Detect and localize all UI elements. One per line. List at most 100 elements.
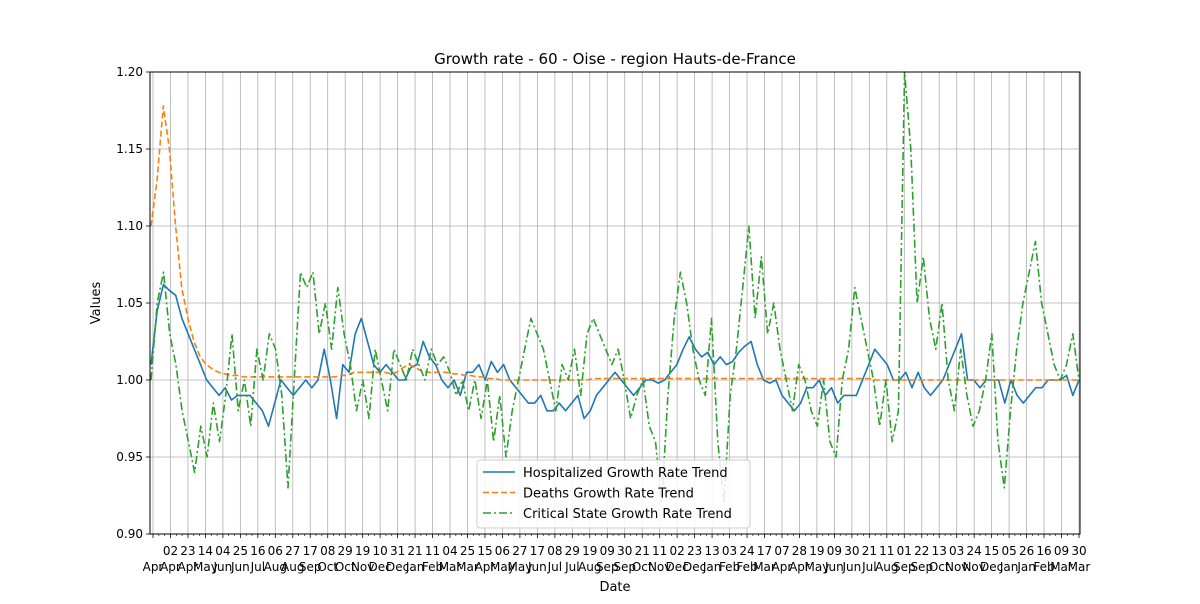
series-line-3 <box>150 71 1080 505</box>
x-tick-day-label: 27 <box>512 544 527 558</box>
x-tick-month-label: Mar <box>1050 560 1073 574</box>
x-tick-day-label: 03 <box>949 544 964 558</box>
y-tick-label: 1.15 <box>116 142 143 156</box>
x-tick-day-label: 02 <box>670 544 685 558</box>
x-tick-day-label: 17 <box>303 544 318 558</box>
x-tick-month-label: Sep <box>613 560 636 574</box>
x-tick-day-label: 25 <box>233 544 248 558</box>
x-tick-month-label: Dec <box>683 560 706 574</box>
series-line-1 <box>150 283 1080 428</box>
y-tick-label: 1.10 <box>116 219 143 233</box>
x-tick-day-label: 04 <box>442 544 457 558</box>
x-tick-day-label: 29 <box>338 544 353 558</box>
y-axis-label: Values <box>89 282 104 325</box>
x-tick-day-label: 11 <box>879 544 894 558</box>
x-tick-month-label: Jun <box>841 560 861 574</box>
x-tick-month-label: Aug <box>578 560 601 574</box>
x-tick-month-label: Dec <box>980 560 1003 574</box>
x-tick-day-label: 11 <box>425 544 440 558</box>
x-tick-day-label: 09 <box>1054 544 1069 558</box>
x-tick-day-label: 29 <box>565 544 580 558</box>
x-tick-month-label: Sep <box>893 560 916 574</box>
x-tick-month-label: Mar <box>1068 560 1091 574</box>
x-tick-month-label: Jan <box>702 560 722 574</box>
y-tick-label: 0.90 <box>116 527 143 541</box>
x-tick-day-label: 30 <box>1071 544 1086 558</box>
x-tick-month-label: Feb <box>736 560 757 574</box>
x-tick-month-label: Aug <box>264 560 287 574</box>
x-tick-month-label: Apr <box>475 560 496 574</box>
x-tick-day-label: 10 <box>372 544 387 558</box>
x-tick-day-label: 08 <box>320 544 335 558</box>
x-tick-month-label: Jan <box>999 560 1019 574</box>
y-tick-label: 0.95 <box>116 450 143 464</box>
x-axis-label: Date <box>599 580 630 595</box>
x-tick-month-label: Jul <box>250 560 265 574</box>
x-tick-month-label: Jul <box>861 560 876 574</box>
x-tick-day-label: 07 <box>774 544 789 558</box>
x-tick-month-label: May <box>490 560 515 574</box>
x-tick-month-label: Feb <box>422 560 443 574</box>
x-tick-day-label: 14 <box>198 544 213 558</box>
legend-label-3: Critical State Growth Rate Trend <box>523 507 732 522</box>
legend-label-1: Hospitalized Growth Rate Trend <box>523 466 728 481</box>
legend-box <box>476 459 751 529</box>
x-tick-month-label: Dec <box>666 560 689 574</box>
x-tick-day-label: 31 <box>390 544 405 558</box>
x-tick-month-label: Apr <box>789 560 810 574</box>
x-tick-month-label: May <box>805 560 830 574</box>
x-tick-month-label: Mar <box>753 560 776 574</box>
x-tick-day-label: 05 <box>1001 544 1016 558</box>
series-line-2 <box>150 105 1079 381</box>
x-tick-month-label: Aug <box>281 560 304 574</box>
x-tick-month-label: Apr <box>160 560 181 574</box>
x-tick-day-label: 06 <box>268 544 283 558</box>
x-tick-month-label: Sep <box>910 560 933 574</box>
x-tick-day-label: 11 <box>652 544 667 558</box>
x-tick-month-label: Dec <box>386 560 409 574</box>
x-tick-month-label: Aug <box>875 560 898 574</box>
x-tick-day-label: 08 <box>547 544 562 558</box>
x-tick-month-label: Feb <box>1033 560 1054 574</box>
x-tick-month-label: Nov <box>962 560 985 574</box>
x-tick-day-label: 19 <box>582 544 597 558</box>
x-tick-day-label: 06 <box>495 544 510 558</box>
x-tick-day-label: 17 <box>757 544 772 558</box>
x-tick-day-label: 17 <box>530 544 545 558</box>
x-tick-month-label: Mar <box>456 560 479 574</box>
x-tick-month-label: Oct <box>929 560 950 574</box>
x-tick-month-label: Sep <box>596 560 619 574</box>
x-tick-month-label: Oct <box>632 560 653 574</box>
x-tick-day-label: 24 <box>967 544 982 558</box>
x-tick-day-label: 30 <box>844 544 859 558</box>
x-tick-month-label: Jul <box>564 560 579 574</box>
x-tick-day-label: 02 <box>163 544 178 558</box>
x-tick-month-label: Jun <box>527 560 547 574</box>
x-tick-day-label: 30 <box>617 544 632 558</box>
y-tick-label: 1.20 <box>116 65 143 79</box>
x-tick-day-label: 16 <box>250 544 265 558</box>
x-tick-day-label: 15 <box>477 544 492 558</box>
x-tick-month-label: May <box>193 560 218 574</box>
x-tick-month-label: Jun <box>230 560 250 574</box>
legend-label-2: Deaths Growth Rate Trend <box>523 487 694 502</box>
x-tick-day-label: 09 <box>827 544 842 558</box>
x-tick-day-label: 03 <box>722 544 737 558</box>
x-tick-day-label: 25 <box>460 544 475 558</box>
x-tick-month-label: Dec <box>369 560 392 574</box>
x-tick-day-label: 23 <box>180 544 195 558</box>
x-tick-month-label: Feb <box>719 560 740 574</box>
x-tick-day-label: 26 <box>1019 544 1034 558</box>
y-tick-label: 1.05 <box>116 296 143 310</box>
x-tick-day-label: 19 <box>355 544 370 558</box>
x-tick-day-label: 23 <box>687 544 702 558</box>
x-tick-day-label: 13 <box>932 544 947 558</box>
x-tick-month-label: Apr <box>143 560 164 574</box>
x-tick-day-label: 28 <box>792 544 807 558</box>
x-tick-day-label: 15 <box>984 544 999 558</box>
x-tick-month-label: Jul <box>547 560 562 574</box>
x-tick-month-label: May <box>507 560 532 574</box>
x-tick-day-label: 22 <box>914 544 929 558</box>
